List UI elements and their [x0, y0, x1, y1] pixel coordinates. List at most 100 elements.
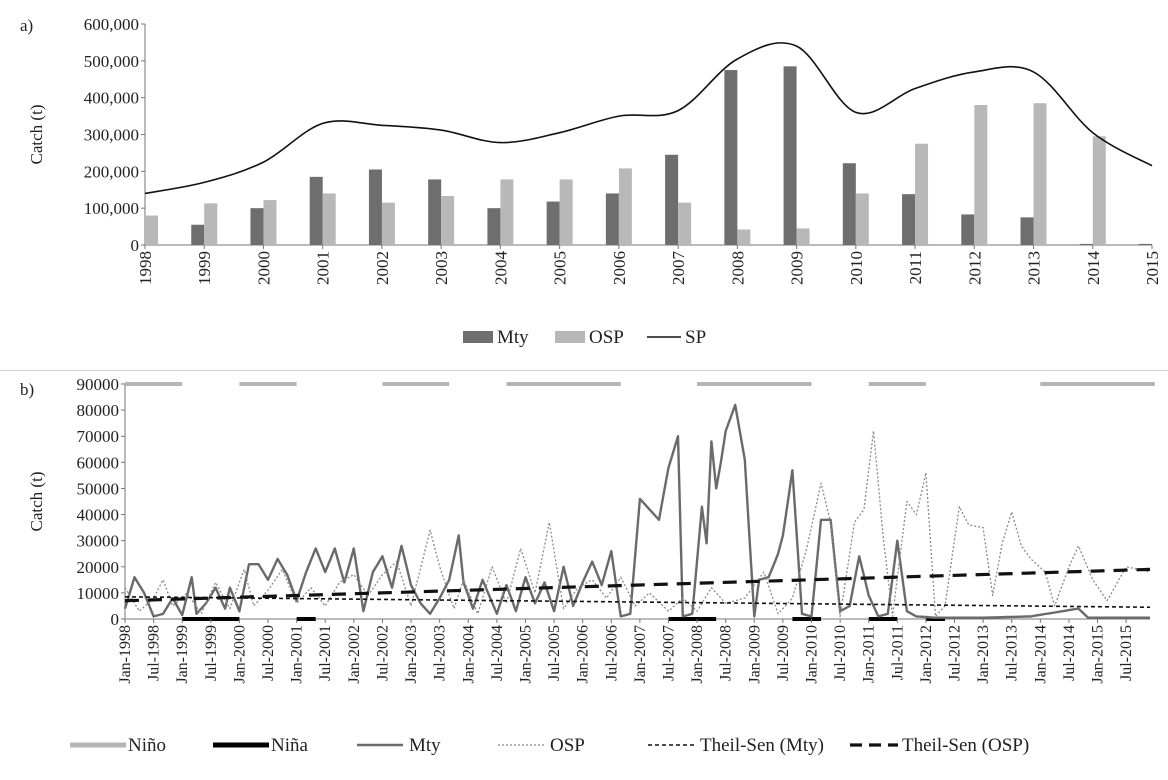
x-tick-label-jul-2014: Jul-2014: [1061, 625, 1078, 681]
x-tick-label-2000: 2000: [254, 251, 273, 285]
bar-osp-2009: [796, 228, 810, 245]
bar-mty-2005: [546, 201, 560, 245]
x-tick-label-jul-2005: Jul-2005: [546, 625, 563, 681]
bar-osp-2008: [737, 229, 751, 245]
y-tick-label: 20000: [77, 558, 120, 577]
x-tick-label-jul-2000: Jul-2000: [260, 625, 277, 681]
x-tick-label-2014: 2014: [1084, 251, 1103, 286]
y-tick-label: 100,000: [84, 199, 139, 218]
bar-osp-2011: [915, 143, 929, 245]
bar-mty-2008: [724, 70, 738, 246]
legend-label-nina: Niña: [271, 735, 309, 756]
y-tick-label: 400,000: [84, 89, 139, 108]
legend-label-theil-sen-osp: Theil-Sen (OSP): [902, 735, 1029, 756]
y-tick-label: 30000: [77, 532, 120, 551]
bar-osp-2005: [559, 179, 573, 245]
y-tick-label: 0: [131, 236, 140, 255]
chart-b-svg: 0 10000 20000 30000 40000 50000 60000 70000 8000…: [27, 375, 1155, 756]
x-tick-label-jul-1999: Jul-1999: [203, 625, 220, 681]
x-tick-label-jul-2002: Jul-2002: [374, 625, 391, 681]
bar-mty-2009: [783, 66, 797, 245]
y-tick-label: 500,000: [84, 52, 139, 71]
x-tick-label-jan-2002: Jan-2002: [346, 625, 363, 684]
bar-mty-2011: [902, 194, 916, 245]
x-tick-label-2001: 2001: [314, 251, 333, 285]
x-tick-label-jul-2015: Jul-2015: [1118, 625, 1135, 681]
x-tick-label-jul-2003: Jul-2003: [432, 625, 449, 681]
x-tick-label-jul-2010: Jul-2010: [832, 625, 849, 681]
panel-a-label: a): [20, 16, 34, 35]
line-sp: [144, 42, 1153, 195]
bar-osp-2004: [500, 179, 514, 245]
y-tick-label: 40000: [77, 506, 120, 525]
panel-b-label: b): [20, 380, 35, 399]
x-tick-label-jan-2007: Jan-2007: [632, 625, 649, 684]
trend-theil-sen-mty: [124, 596, 1151, 609]
trend-theil-sen-osp: [124, 567, 1151, 603]
y-tick-label: 200,000: [84, 162, 139, 181]
bar-osp-1998: [145, 215, 158, 245]
x-tick-label-jan-2010: Jan-2010: [804, 625, 821, 684]
chart-panel-a: a) 0 100,000 200,000 300,000 400,000 500,000 6…: [0, 0, 1168, 372]
x-tick-label-jul-2006: Jul-2006: [603, 625, 620, 681]
x-tick-label-jan-2004: Jan-2004: [460, 625, 477, 684]
x-tick-label-1998: 1998: [136, 251, 155, 285]
bar-osp-2012: [974, 105, 988, 246]
bar-osp-2007: [678, 202, 692, 245]
x-tick-label-jan-2001: Jan-2001: [289, 625, 306, 684]
bar-mty-2014: [1079, 243, 1093, 245]
legend-label-mty: Mty: [497, 327, 529, 348]
x-tick-label-jan-2005: Jan-2005: [517, 625, 534, 684]
bar-mty-2015: [1139, 243, 1152, 245]
bar-mty-2006: [605, 193, 619, 245]
x-tick-label-2015: 2015: [1143, 251, 1162, 285]
legend-swatch-mty: [463, 331, 493, 343]
x-tick-label-jan-2013: Jan-2013: [975, 625, 992, 684]
bar-mty-1999: [191, 224, 205, 245]
bar-mty-2004: [487, 208, 501, 245]
x-tick-label-jul-2012: Jul-2012: [947, 625, 964, 681]
chart-panel-b: b) 0 10000 20000 30000 40000 50000 60000 70000 8…: [0, 372, 1168, 780]
bar-osp-2010: [855, 193, 869, 245]
bar-mty-2010: [842, 163, 856, 245]
bar-osp-2000: [263, 200, 277, 245]
x-tick-label-2006: 2006: [610, 251, 629, 285]
x-tick-label-2002: 2002: [373, 251, 392, 285]
y-tick-label: 70000: [77, 427, 120, 446]
legend-label-theil-sen-mty: Theil-Sen (Mty): [700, 735, 824, 756]
y-axis-label: Catch (t): [27, 472, 46, 532]
x-tick-label-jul-2004: Jul-2004: [489, 625, 506, 681]
bar-osp-2003: [441, 196, 455, 245]
x-tick-label-jan-2003: Jan-2003: [403, 625, 420, 684]
y-tick-label: 60000: [77, 453, 120, 472]
x-tick-label-jul-1998: Jul-1998: [146, 625, 163, 681]
x-tick-label-jul-2013: Jul-2013: [1004, 625, 1021, 681]
panel-divider: [0, 370, 1168, 371]
x-tick-label-jan-1999: Jan-1999: [174, 625, 191, 684]
x-tick-label-jan-2014: Jan-2014: [1032, 625, 1049, 684]
x-tick-label-2011: 2011: [906, 251, 925, 284]
bar-mty-2012: [961, 214, 975, 245]
x-tick-label-jan-2008: Jan-2008: [689, 625, 706, 684]
legend-label-sp: SP: [685, 327, 706, 348]
x-tick-label-jul-2011: Jul-2011: [889, 625, 906, 680]
x-tick-label-jan-2006: Jan-2006: [575, 625, 592, 684]
x-tick-label-2013: 2013: [1025, 251, 1044, 285]
x-tick-label-2004: 2004: [491, 251, 510, 286]
x-tick-label-jan-1998: Jan-1998: [117, 625, 134, 684]
x-tick-label-2012: 2012: [965, 251, 984, 285]
bar-mty-2003: [428, 179, 442, 245]
x-tick-label-jul-2009: Jul-2009: [775, 625, 792, 681]
x-tick-label-jan-2011: Jan-2011: [861, 625, 878, 683]
legend-label-mty: Mty: [409, 735, 441, 756]
y-tick-label: 600,000: [84, 15, 139, 34]
bar-osp-2006: [618, 168, 632, 245]
legend-label-osp: OSP: [589, 327, 624, 348]
x-tick-label-jul-2008: Jul-2008: [718, 625, 735, 681]
x-tick-label-jan-2009: Jan-2009: [746, 625, 763, 684]
legend-swatch-osp: [555, 331, 585, 343]
x-tick-label-2009: 2009: [788, 251, 807, 285]
bar-osp-2002: [381, 202, 395, 245]
x-tick-label-2010: 2010: [847, 251, 866, 285]
y-tick-label: 300,000: [84, 126, 139, 145]
